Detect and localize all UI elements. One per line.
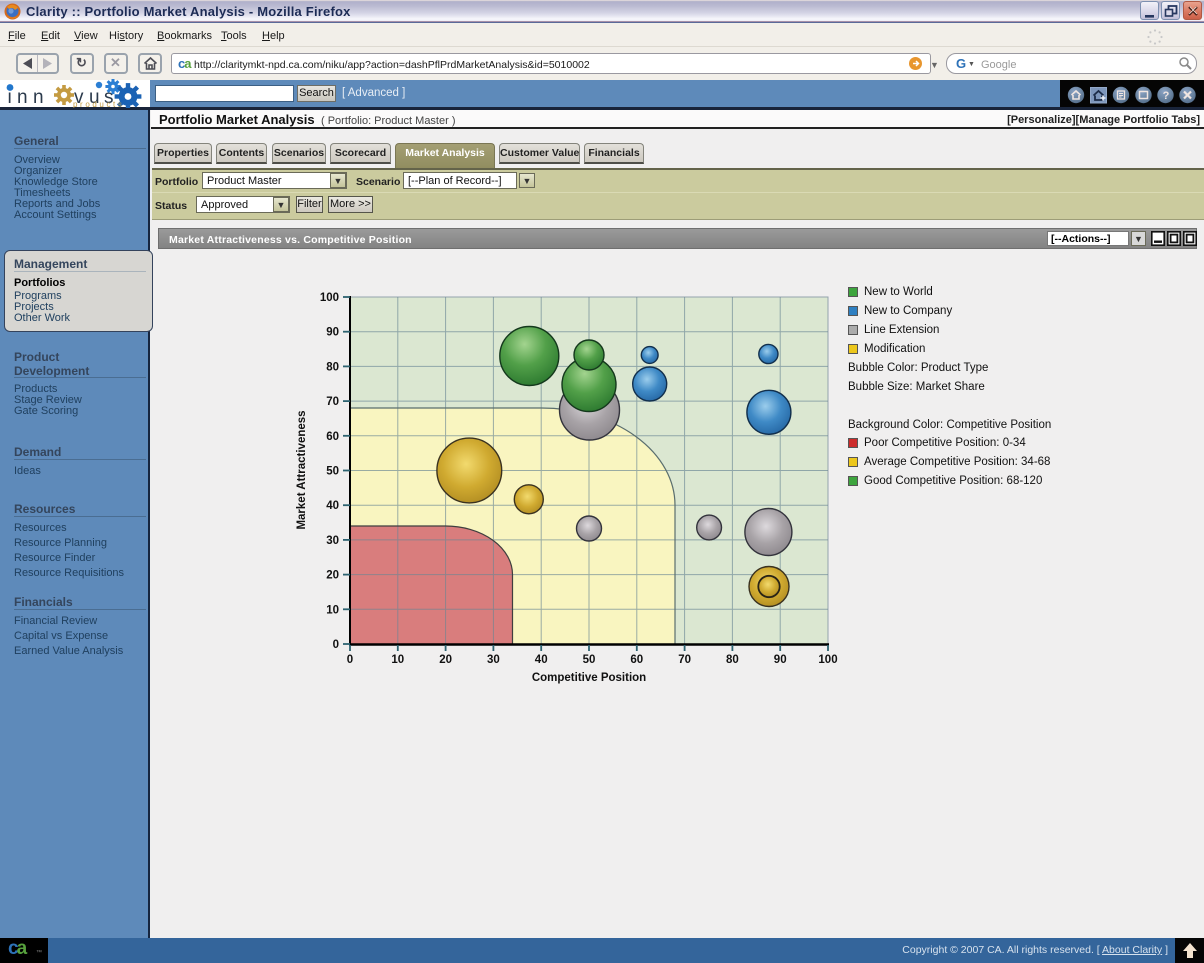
svg-text:20: 20 [326,570,339,582]
svg-text:60: 60 [630,654,643,666]
svg-text:v: v [74,87,84,108]
svg-text:30: 30 [487,654,500,666]
svg-text:10: 10 [391,654,404,666]
svg-text:?: ? [1163,90,1170,102]
svg-text:30: 30 [326,535,339,547]
svg-text:n: n [33,87,44,108]
svg-text:Competitive Position: Competitive Position [532,672,646,684]
svg-text:products: products [73,100,124,108]
svg-text:50: 50 [326,466,339,478]
svg-text:n: n [17,87,28,108]
svg-text:80: 80 [326,361,339,373]
svg-text:10: 10 [326,604,339,616]
svg-text:70: 70 [326,396,339,408]
svg-text:u: u [89,87,100,108]
svg-text:20: 20 [439,654,452,666]
svg-text:s: s [104,87,114,108]
svg-text:Market Attractiveness: Market Attractiveness [296,410,308,529]
svg-text:100: 100 [818,654,837,666]
svg-text:40: 40 [535,654,548,666]
svg-text:0: 0 [347,654,353,666]
svg-text:40: 40 [326,500,339,512]
svg-text:70: 70 [678,654,691,666]
svg-text:ı: ı [7,87,12,108]
svg-text:100: 100 [320,292,339,304]
svg-text:80: 80 [726,654,739,666]
svg-text:50: 50 [583,654,596,666]
svg-text:0: 0 [333,639,339,651]
svg-text:90: 90 [326,327,339,339]
svg-text:60: 60 [326,431,339,443]
svg-text:90: 90 [774,654,787,666]
